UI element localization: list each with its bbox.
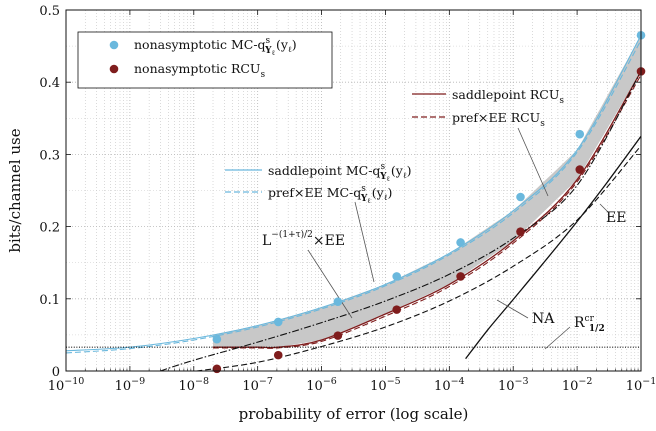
series-line-l_ee xyxy=(160,71,642,372)
x-tick-label: 10−3 xyxy=(498,376,529,394)
y-tick-label: 0.1 xyxy=(39,293,60,308)
legend-label-rcu_nonasym: nonasymptotic RCUs xyxy=(134,61,265,80)
legend-marker-rcu_nonasym xyxy=(109,64,119,74)
y-axis-label: bits/channel use xyxy=(6,128,24,252)
annotation-ee: EE xyxy=(606,210,626,226)
series-line-rcu_saddle xyxy=(213,71,642,349)
leader-na xyxy=(496,299,529,319)
x-tick-label: 10−6 xyxy=(306,376,337,394)
marker-mc_nonasym xyxy=(516,192,525,202)
y-tick-label: 0.3 xyxy=(39,148,60,163)
legend-label-mc_nonasym: nonasymptotic MC-qs Yℓ(yℓ) xyxy=(134,36,297,57)
marker-mc_nonasym xyxy=(212,334,222,344)
leader-lee xyxy=(307,249,353,319)
x-tick-label: 10−4 xyxy=(434,376,465,394)
annotation-lee: L−(1+τ)/2×EE xyxy=(262,229,345,249)
x-tick-label: 10−1 xyxy=(626,376,656,394)
marker-rcu_nonasym xyxy=(212,364,222,374)
marker-mc_nonasym xyxy=(273,317,283,327)
y-tick-label: 0.4 xyxy=(39,76,60,91)
series-line-mc_prefee xyxy=(65,40,642,354)
x-tick-label: 10−2 xyxy=(562,376,593,394)
leader-mc xyxy=(354,201,375,283)
marker-rcu_nonasym xyxy=(392,305,401,314)
marker-rcu_nonasym xyxy=(516,227,525,236)
leader-rcr xyxy=(544,326,571,350)
marker-rcu_nonasym xyxy=(333,331,343,340)
x-tick-label: 10−5 xyxy=(370,376,401,394)
y-tick-label: 0.5 xyxy=(39,4,60,19)
annotation-saddle-mc: saddlepoint MC-qs Yℓ(yℓ) xyxy=(268,162,412,183)
annotation-rcr: Rcr 1/2 xyxy=(574,314,605,334)
annotation-pref-mc: pref×EE MC-qs Yℓ(yℓ) xyxy=(268,184,392,205)
x-axis-label: probability of error (log scale) xyxy=(239,405,469,423)
annotation-saddle-rcu: saddlepoint RCUs xyxy=(452,87,564,106)
marker-mc_nonasym xyxy=(456,238,465,247)
x-tick-label: 10−7 xyxy=(242,376,273,394)
leader-ee xyxy=(599,203,609,213)
y-tick-label: 0.2 xyxy=(39,221,60,236)
marker-rcu_nonasym xyxy=(575,165,585,174)
marker-mc_nonasym xyxy=(575,129,585,139)
marker-mc_nonasym xyxy=(392,272,401,281)
axis-ticks: 10−10 10−9 10−8 10−7 10−6 10−5 10−4 10−3 10−2 10−… xyxy=(39,4,656,394)
legend-marker-mc_nonasym xyxy=(109,40,119,50)
marker-mc_nonasym xyxy=(333,297,343,306)
annotation-na: NA xyxy=(532,311,555,327)
x-tick-label: 10−9 xyxy=(115,376,146,394)
series-line-mc_saddle xyxy=(65,35,642,352)
marker-rcu_nonasym xyxy=(273,350,283,360)
x-tick-label: 10−8 xyxy=(178,376,209,394)
x-tick-label: 10−10 xyxy=(48,376,85,394)
series-line-na xyxy=(465,135,642,360)
annotations: saddlepoint RCUs pref×EE RCUs saddlepoint … xyxy=(225,87,626,334)
annotation-pref-rcu: pref×EE RCUs xyxy=(452,110,545,129)
legend-box xyxy=(77,31,333,89)
y-tick-label: 0 xyxy=(52,365,60,380)
series-lines xyxy=(65,35,642,372)
annotation-leaders xyxy=(307,127,609,350)
marker-rcu_nonasym xyxy=(456,272,465,281)
legend: nonasymptotic MC-qs Yℓ(yℓ) nonasymptotic R… xyxy=(77,31,333,89)
leader-rcu xyxy=(517,127,549,197)
series-line-rcu_prefee xyxy=(213,74,642,349)
plot-frame xyxy=(65,9,642,372)
series-line-ee xyxy=(196,145,642,372)
